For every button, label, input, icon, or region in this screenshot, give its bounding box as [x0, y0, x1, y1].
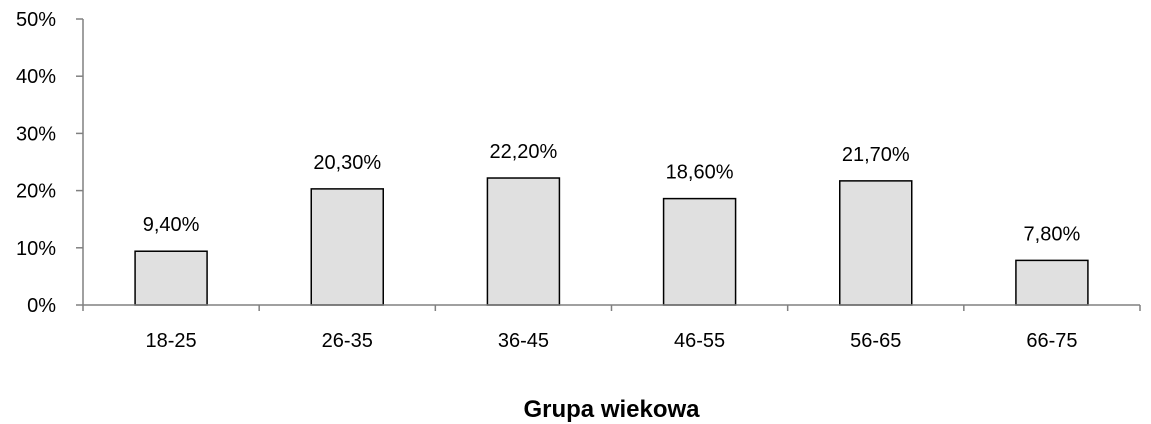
bars: [134, 177, 1089, 306]
data-label: 21,70%: [842, 144, 910, 166]
bar-46-55: [662, 197, 737, 306]
y-tick-label: 50%: [16, 9, 56, 31]
y-tick-label: 40%: [16, 66, 56, 88]
data-labels: 9,40% 20,30% 22,20% 18,60% 21,70% 7,80%: [143, 141, 1081, 245]
data-label: 9,40%: [143, 214, 200, 236]
x-axis-title: Grupa wiekowa: [523, 396, 700, 423]
category-label: 46-55: [674, 330, 725, 352]
category-label: 18-25: [146, 330, 197, 352]
y-tick-label: 0%: [27, 295, 56, 317]
category-label: 26-35: [322, 330, 373, 352]
data-label: 7,80%: [1024, 223, 1081, 245]
data-label: 18,60%: [666, 162, 734, 184]
y-tick-label: 20%: [16, 181, 56, 203]
bar-18-25: [134, 250, 208, 306]
data-label: 20,30%: [313, 152, 381, 174]
category-label: 36-45: [498, 330, 549, 352]
bar-36-45: [486, 177, 561, 306]
bar-66-75: [1015, 259, 1089, 306]
data-label: 22,20%: [489, 141, 557, 163]
category-label: 66-75: [1026, 330, 1077, 352]
bar-26-35: [310, 188, 384, 306]
y-tick-label: 30%: [16, 123, 56, 145]
category-labels: 18-25 26-35 36-45 46-55 56-65 66-75: [146, 330, 1078, 352]
category-label: 56-65: [850, 330, 901, 352]
y-tick-label: 10%: [16, 238, 56, 260]
bar-56-65: [839, 180, 913, 306]
y-axis-ticks: 0% 10% 20% 30% 40% 50%: [16, 9, 1141, 317]
